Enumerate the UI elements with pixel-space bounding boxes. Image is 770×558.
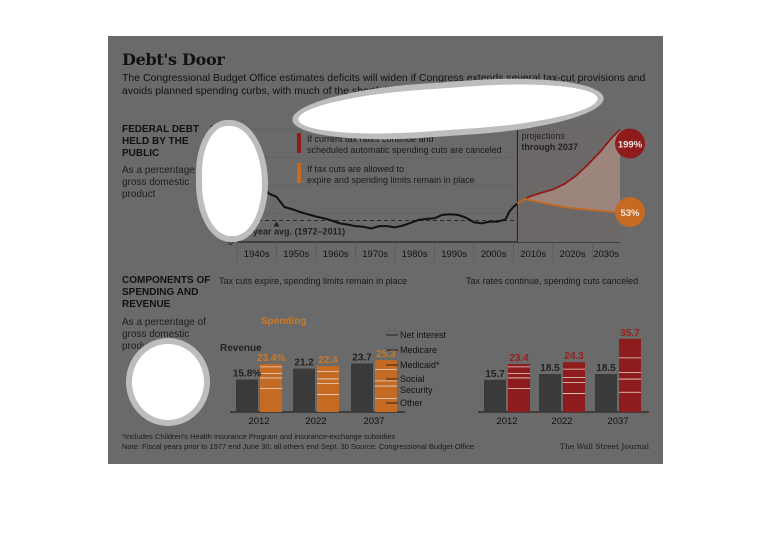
spending-component-label: Other <box>400 398 423 408</box>
debt-section-title: FEDERAL DEBT HELD BY THE PUBLIC <box>122 124 200 159</box>
spending-value-label: 35.7 <box>620 328 640 339</box>
x-tick-label: 1990s <box>441 249 467 260</box>
x-tick-label: 1970s <box>362 249 388 260</box>
legend-label-orange-2: expire and spending limits remain in pla… <box>307 175 475 185</box>
legend-swatch-red <box>297 133 301 153</box>
chart-title: Debt's Door <box>122 50 225 69</box>
spending-component-label: Medicaid* <box>400 360 440 370</box>
revenue-value-label: 18.5 <box>540 363 560 374</box>
footnote-medicaid: *Includes Children's Health Insurance Pr… <box>122 432 396 441</box>
bar-category-label: 2012 <box>496 416 517 427</box>
spending-value-label: 22.4 <box>318 355 338 366</box>
revenue-value-label: 21.2 <box>294 358 314 369</box>
publisher-credit: The Wall Street Journal <box>559 442 649 451</box>
spending-series-label: Spending <box>261 316 307 327</box>
spending-bar <box>317 366 339 412</box>
historical-debt-line <box>236 179 518 230</box>
y-tick-label: 0 <box>228 237 233 247</box>
projection-line-orange <box>516 198 621 213</box>
footnote-source: Note: Fiscal years prior to 1977 end Jun… <box>122 442 475 451</box>
revenue-bar <box>595 374 617 412</box>
bar-category-label: 2037 <box>607 416 628 427</box>
average-label: 40-year avg. (1972–2011) <box>240 227 345 237</box>
spending-bar <box>508 364 530 412</box>
spending-component-label: Social <box>400 374 425 384</box>
end-badge-label-red: 199% <box>618 140 643 151</box>
bar-panel-title: Tax cuts expire, spending limits remain … <box>219 276 407 286</box>
end-badge-orange <box>615 197 645 228</box>
bar-panel-title: Tax rates continue, spending cuts cancel… <box>466 276 638 286</box>
bar-category-label: 2022 <box>305 416 326 427</box>
revenue-value-label: 15.8% <box>233 369 261 380</box>
components-section-subtitle: As a percentage of gross domestic produc… <box>122 317 206 352</box>
spending-component-label: Net interest <box>400 330 447 340</box>
legend-swatch-orange <box>297 163 301 183</box>
projection-gap-area <box>517 129 620 213</box>
revenue-bar <box>351 363 373 412</box>
revenue-bar <box>484 379 506 412</box>
white-blob-bottom <box>126 338 210 426</box>
legend-label-orange: If tax cuts are allowed to <box>307 164 404 174</box>
spending-value-label: 23.4 <box>509 353 529 364</box>
bar-category-label: 2012 <box>248 416 269 427</box>
x-tick-label: 2030s <box>593 249 619 260</box>
x-tick-label: 1960s <box>323 249 349 260</box>
x-tick-label: 2000s <box>481 249 507 260</box>
projection-label: projections <box>521 131 565 141</box>
average-marker <box>273 221 280 227</box>
x-tick-label: 1950s <box>283 249 309 260</box>
spending-bar <box>563 362 585 412</box>
projection-line-red <box>516 128 621 205</box>
projection-label-2: through 2037 <box>521 142 578 152</box>
spending-bar <box>260 364 282 412</box>
spending-value-label: 24.3 <box>564 351 584 362</box>
revenue-bar <box>539 374 561 412</box>
spending-value-label: 23.4% <box>257 353 285 364</box>
end-badge-label-orange: 53% <box>620 208 640 219</box>
revenue-bar <box>236 379 258 412</box>
revenue-value-label: 15.7 <box>485 369 505 380</box>
x-tick-label: 2010s <box>520 249 546 260</box>
chart-canvas: 050100150200%1940s1950s1960s1970s1980s19… <box>210 124 649 427</box>
x-tick-label: 1940s <box>244 249 270 260</box>
bar-category-label: 2037 <box>363 416 384 427</box>
bar-category-label: 2022 <box>551 416 572 427</box>
x-tick-label: 2020s <box>560 249 586 260</box>
revenue-value-label: 18.5 <box>596 363 616 374</box>
revenue-bar <box>293 368 315 412</box>
spending-value-label: 25.3 <box>376 349 396 360</box>
x-tick-label: 1980s <box>402 249 428 260</box>
spending-component-label: Security <box>400 385 433 395</box>
debt-section-subtitle: As a percentage of gross domestic produc… <box>122 165 206 200</box>
components-section-title: COMPONENTS OF SPENDING AND REVENUE <box>122 275 211 310</box>
spending-component-label: Medicare <box>400 345 437 355</box>
revenue-series-label: Revenue <box>220 343 262 354</box>
revenue-value-label: 23.7 <box>352 352 372 363</box>
legend-label-red-2: scheduled automatic spending cuts are ca… <box>307 145 502 155</box>
white-blob-left <box>196 120 268 242</box>
spending-bar <box>619 338 641 412</box>
end-badge-red <box>615 128 645 159</box>
